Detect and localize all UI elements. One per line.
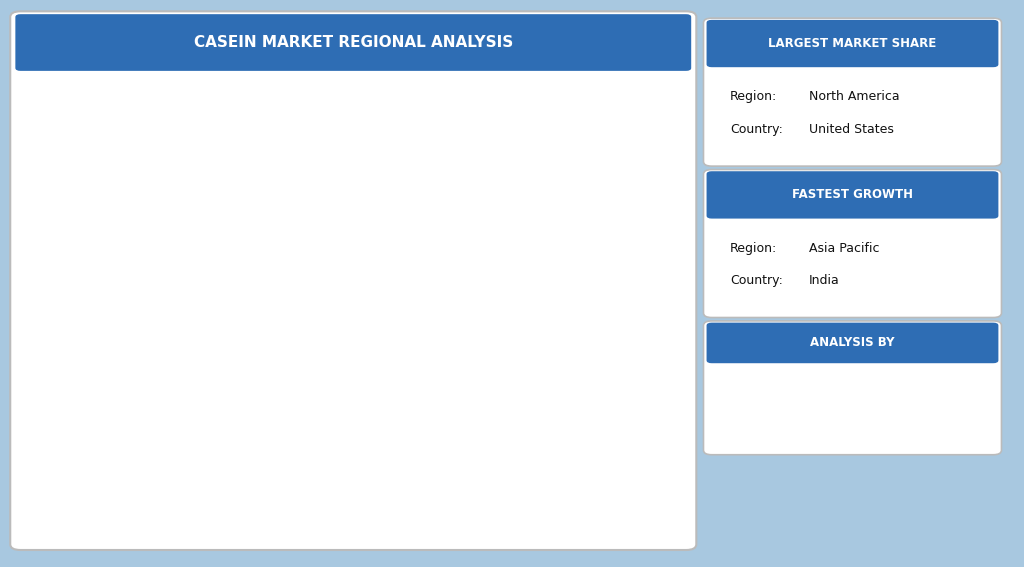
Bar — [489, 272, 519, 289]
Bar — [583, 295, 613, 367]
Bar — [395, 408, 426, 471]
Bar — [255, 434, 285, 471]
Bar — [395, 368, 426, 408]
Bar — [161, 429, 191, 445]
Bar — [348, 351, 379, 361]
Bar — [114, 422, 144, 425]
Bar — [489, 383, 519, 471]
Bar — [395, 308, 426, 327]
Bar — [301, 379, 332, 399]
Bar — [348, 418, 379, 471]
Text: EVOLVE: EVOLVE — [811, 421, 894, 440]
Bar — [536, 203, 566, 248]
Bar — [630, 270, 660, 324]
Bar — [348, 337, 379, 351]
Bar — [161, 409, 191, 414]
Text: CASEIN MARKET REGIONAL ANALYSIS: CASEIN MARKET REGIONAL ANALYSIS — [194, 35, 513, 50]
Bar — [255, 411, 285, 434]
Bar — [301, 360, 332, 371]
Bar — [442, 349, 472, 396]
Text: Region:: Region: — [730, 242, 777, 255]
Text: Region:: Region: — [730, 90, 777, 103]
Bar — [823, 400, 835, 409]
Text: Asia Pacific: Asia Pacific — [809, 242, 880, 255]
Bar — [114, 450, 144, 471]
Bar — [67, 431, 97, 433]
Bar — [255, 388, 285, 395]
Bar — [630, 139, 660, 254]
Text: $2.87 Bn: $2.87 Bn — [162, 377, 212, 404]
Text: 21%: 21% — [632, 427, 658, 437]
Bar — [67, 453, 97, 471]
Bar — [808, 404, 818, 409]
Bar — [583, 242, 613, 295]
Bar — [536, 248, 566, 268]
Bar — [442, 314, 472, 349]
Bar — [395, 327, 426, 339]
Bar — [395, 339, 426, 368]
Text: ANALYSIS BY: ANALYSIS BY — [810, 336, 895, 349]
Bar — [630, 384, 660, 471]
Bar — [255, 380, 285, 388]
Text: Country:: Country: — [730, 122, 783, 136]
Bar — [583, 367, 613, 471]
Text: 13%: 13% — [632, 292, 658, 302]
Text: India: India — [809, 274, 840, 287]
Text: BUSINESS INTELLIGENCE: BUSINESS INTELLIGENCE — [805, 436, 900, 445]
Bar — [208, 421, 238, 441]
Bar — [630, 324, 660, 384]
Bar — [255, 395, 285, 411]
Bar — [208, 396, 238, 403]
Bar — [442, 396, 472, 471]
Bar — [442, 276, 472, 300]
Bar — [583, 219, 613, 242]
Bar — [442, 300, 472, 314]
Bar — [489, 329, 519, 383]
Text: Country:: Country: — [730, 274, 783, 287]
Bar — [208, 441, 238, 471]
Bar — [536, 314, 566, 376]
Bar — [630, 254, 660, 270]
Text: United States: United States — [809, 122, 894, 136]
Bar — [348, 361, 379, 384]
Text: FASTEST GROWTH: FASTEST GROWTH — [792, 188, 913, 201]
Legend: North America, Europe, Asia Pacific, South America, Middle East & Africa: North America, Europe, Asia Pacific, Sou… — [65, 523, 564, 543]
Bar — [114, 429, 144, 437]
Bar — [583, 160, 613, 219]
Bar — [67, 443, 97, 453]
Bar — [536, 376, 566, 471]
Text: LARGEST MARKET SHARE: LARGEST MARKET SHARE — [768, 37, 937, 50]
Bar — [301, 427, 332, 471]
Bar — [489, 239, 519, 272]
Bar — [536, 268, 566, 314]
Bar — [114, 437, 144, 450]
Text: North America: North America — [809, 90, 900, 103]
Bar — [855, 392, 865, 409]
Bar — [208, 403, 238, 408]
Bar — [840, 396, 850, 409]
Bar — [67, 433, 97, 435]
Bar — [161, 414, 191, 418]
Bar — [161, 418, 191, 429]
Bar — [301, 371, 332, 379]
Bar — [67, 435, 97, 443]
Bar — [114, 425, 144, 429]
Bar — [348, 384, 379, 418]
Bar — [208, 408, 238, 421]
Bar — [161, 445, 191, 471]
Text: $5.16 Bn: $5.16 Bn — [622, 107, 672, 133]
Bar — [301, 399, 332, 427]
Bar — [489, 289, 519, 329]
